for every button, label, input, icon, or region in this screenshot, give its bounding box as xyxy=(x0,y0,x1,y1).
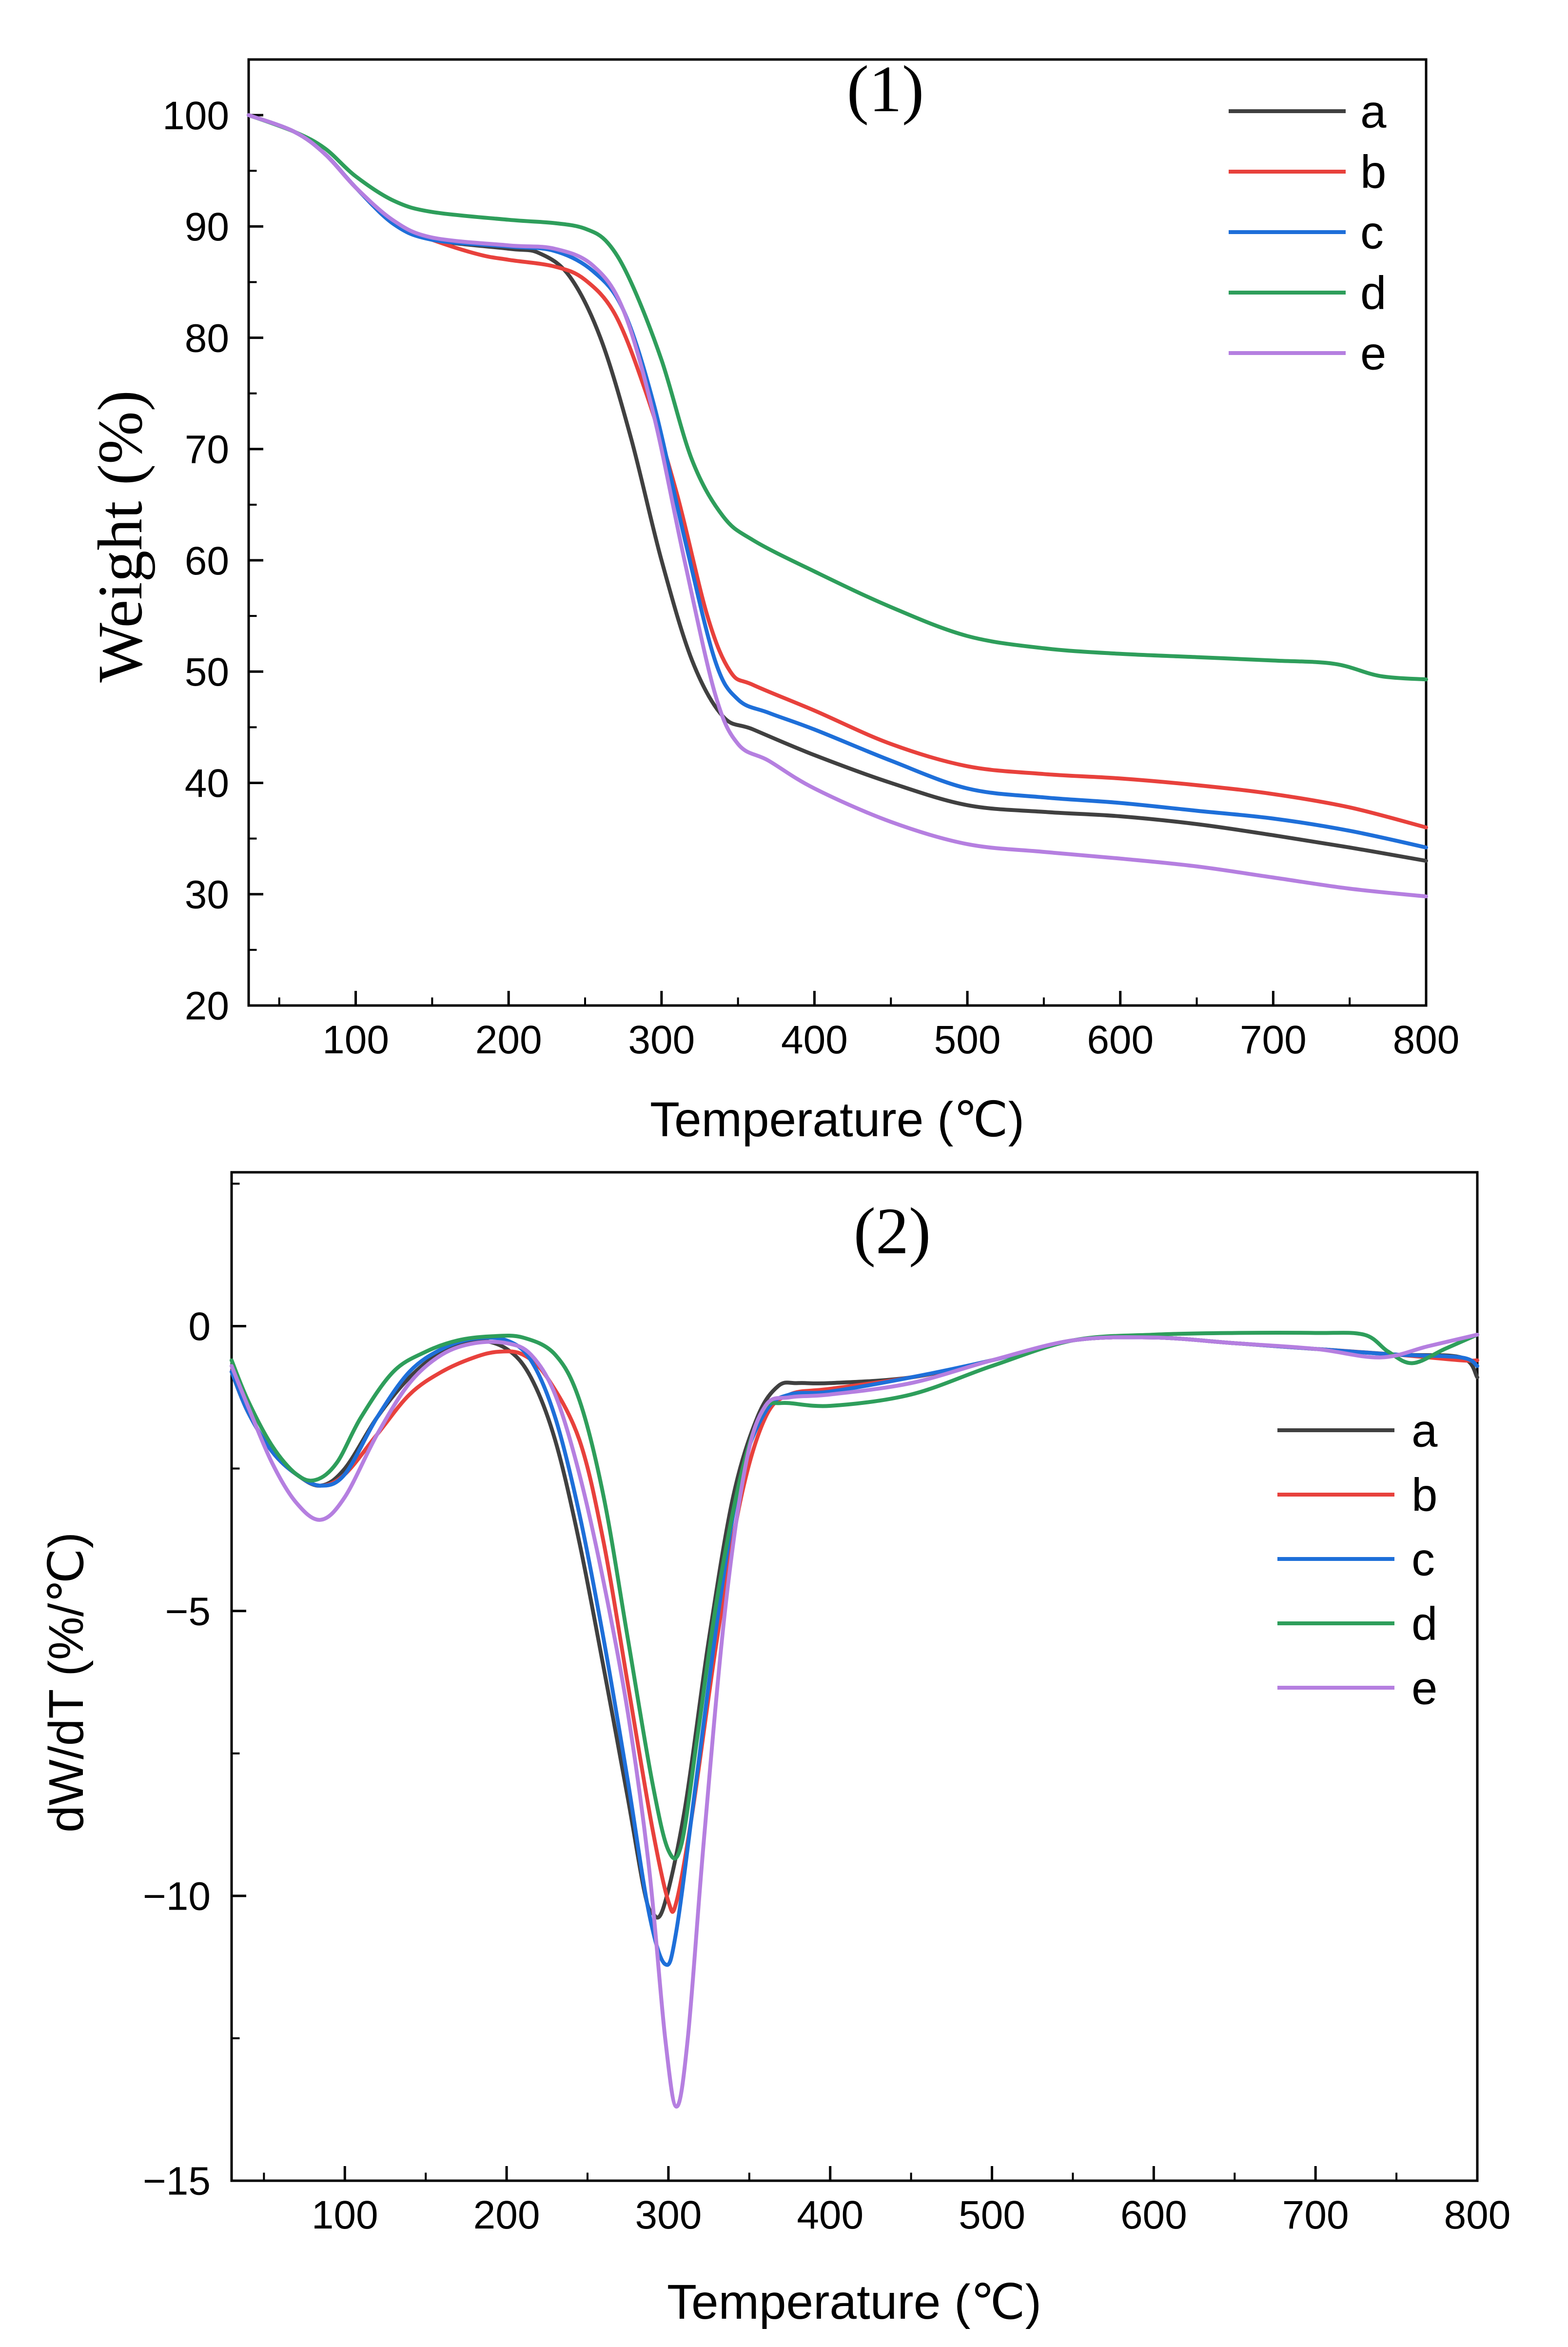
p2-x-tick-label: 300 xyxy=(635,2193,702,2237)
p2-x-tick-label: 800 xyxy=(1444,2193,1511,2237)
p1-y-tick-label: 80 xyxy=(185,316,229,360)
panel-2-ticks xyxy=(232,1183,1479,2182)
p1-y-tick-label: 20 xyxy=(185,984,229,1028)
p2-y-tick-label: −5 xyxy=(165,1589,211,1634)
panel-2-x-axis-label: Temperature (℃) xyxy=(667,2275,1041,2329)
panel-2-tick-labels: 100 200 300 400 500 600 700 800 0 −5 −10 −15 xyxy=(143,1304,1511,2237)
p2-legend-label-d: d xyxy=(1411,1598,1437,1650)
p2-y-tick-label: −10 xyxy=(143,1874,211,1919)
p1-legend-label-c: c xyxy=(1360,207,1384,259)
p1-x-tick-label: 100 xyxy=(322,1018,389,1062)
p2-series-line-e xyxy=(230,1333,1479,2109)
p2-x-tick-label: 200 xyxy=(473,2193,540,2237)
p2-legend-label-e: e xyxy=(1411,1662,1437,1715)
panel-2-plot-frame xyxy=(230,1171,1479,2182)
panel-1-ticks xyxy=(249,114,1428,1007)
p1-x-tick-label: 300 xyxy=(628,1018,695,1062)
panel-2-derivative-chart: (2) 100 200 300 400 500 600 700 800 0 −5 −10 −15 ab… xyxy=(39,1171,1511,2329)
p1-x-tick-label: 800 xyxy=(1393,1018,1460,1062)
p2-y-tick-label: 0 xyxy=(188,1304,211,1349)
p1-x-tick-label: 500 xyxy=(934,1018,1001,1062)
p2-series-line-d xyxy=(230,1331,1479,1861)
p1-y-tick-label: 60 xyxy=(185,539,229,583)
p2-legend-label-c: c xyxy=(1411,1534,1435,1586)
p2-x-tick-label: 400 xyxy=(797,2193,863,2237)
panel-1-y-axis-label: Weight (%) xyxy=(85,390,156,683)
p2-legend-label-b: b xyxy=(1411,1469,1437,1521)
panel-1-label: (1) xyxy=(847,53,924,126)
p1-y-tick-label: 50 xyxy=(185,650,229,694)
p1-legend-label-e: e xyxy=(1360,328,1386,380)
panel-2-y-axis-label: dW/dT (%/℃) xyxy=(39,1532,94,1833)
p2-x-tick-label: 700 xyxy=(1282,2193,1349,2237)
p1-x-tick-label: 200 xyxy=(475,1018,542,1062)
p1-y-tick-label: 40 xyxy=(185,761,229,806)
p2-legend-label-a: a xyxy=(1411,1405,1438,1457)
p1-y-tick-label: 90 xyxy=(185,205,229,249)
p1-series-line-c xyxy=(247,113,1428,849)
p1-x-tick-label: 400 xyxy=(781,1018,848,1062)
panel-1-plot-frame xyxy=(247,58,1428,1007)
p1-legend-label-d: d xyxy=(1360,267,1386,319)
panel-1-weight-chart: (1) 100 200 300 400 500 600 700 800 20 30 40 50 60 70… xyxy=(85,53,1459,1147)
p1-x-tick-label: 700 xyxy=(1240,1018,1307,1062)
panel-1-series xyxy=(247,113,1428,899)
p2-x-tick-label: 100 xyxy=(312,2193,378,2237)
panel-2-label: (2) xyxy=(854,1195,931,1268)
p1-y-tick-label: 30 xyxy=(185,872,229,917)
p1-legend-label-b: b xyxy=(1360,146,1386,198)
p2-y-tick-label: −15 xyxy=(143,2159,211,2204)
p1-x-tick-label: 600 xyxy=(1087,1018,1154,1062)
p1-series-line-e xyxy=(247,113,1428,899)
panel-1-x-axis-label: Temperature (℃) xyxy=(650,1092,1024,1147)
p1-y-tick-label: 70 xyxy=(185,428,229,472)
p2-x-tick-label: 600 xyxy=(1120,2193,1187,2237)
panel-2-series xyxy=(230,1331,1479,2109)
p1-series-line-d xyxy=(247,113,1428,682)
p2-x-tick-label: 500 xyxy=(959,2193,1025,2237)
p1-y-tick-label: 100 xyxy=(162,94,229,138)
panel-1-tick-labels: 100 200 300 400 500 600 700 800 20 30 40 50 60 70 80 90… xyxy=(162,94,1459,1062)
p1-legend-label-a: a xyxy=(1360,86,1387,138)
